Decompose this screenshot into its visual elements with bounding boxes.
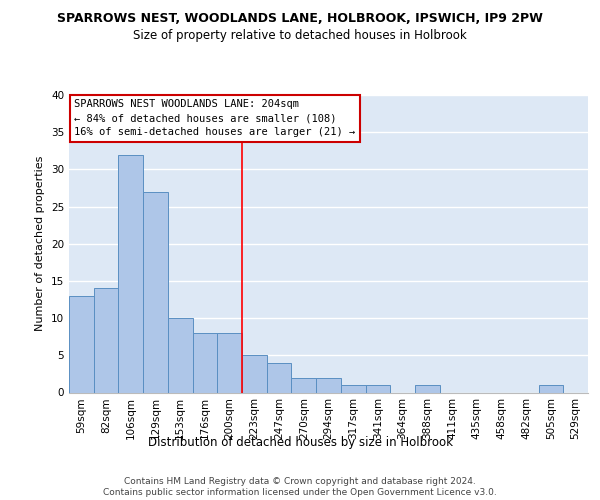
- Bar: [94, 288, 118, 393]
- Bar: [118, 154, 143, 392]
- Bar: [168, 318, 193, 392]
- Bar: [365, 385, 390, 392]
- Bar: [415, 385, 440, 392]
- Bar: [217, 333, 242, 392]
- Bar: [341, 385, 365, 392]
- Bar: [267, 363, 292, 392]
- Bar: [539, 385, 563, 392]
- Bar: [69, 296, 94, 392]
- Bar: [242, 356, 267, 393]
- Text: SPARROWS NEST WOODLANDS LANE: 204sqm
← 84% of detached houses are smaller (108)
: SPARROWS NEST WOODLANDS LANE: 204sqm ← 8…: [74, 100, 355, 138]
- Bar: [316, 378, 341, 392]
- Text: SPARROWS NEST, WOODLANDS LANE, HOLBROOK, IPSWICH, IP9 2PW: SPARROWS NEST, WOODLANDS LANE, HOLBROOK,…: [57, 12, 543, 26]
- Text: Size of property relative to detached houses in Holbrook: Size of property relative to detached ho…: [133, 29, 467, 42]
- Text: Contains HM Land Registry data © Crown copyright and database right 2024.
Contai: Contains HM Land Registry data © Crown c…: [103, 478, 497, 497]
- Bar: [193, 333, 217, 392]
- Bar: [143, 192, 168, 392]
- Text: Distribution of detached houses by size in Holbrook: Distribution of detached houses by size …: [148, 436, 452, 449]
- Bar: [292, 378, 316, 392]
- Y-axis label: Number of detached properties: Number of detached properties: [35, 156, 46, 332]
